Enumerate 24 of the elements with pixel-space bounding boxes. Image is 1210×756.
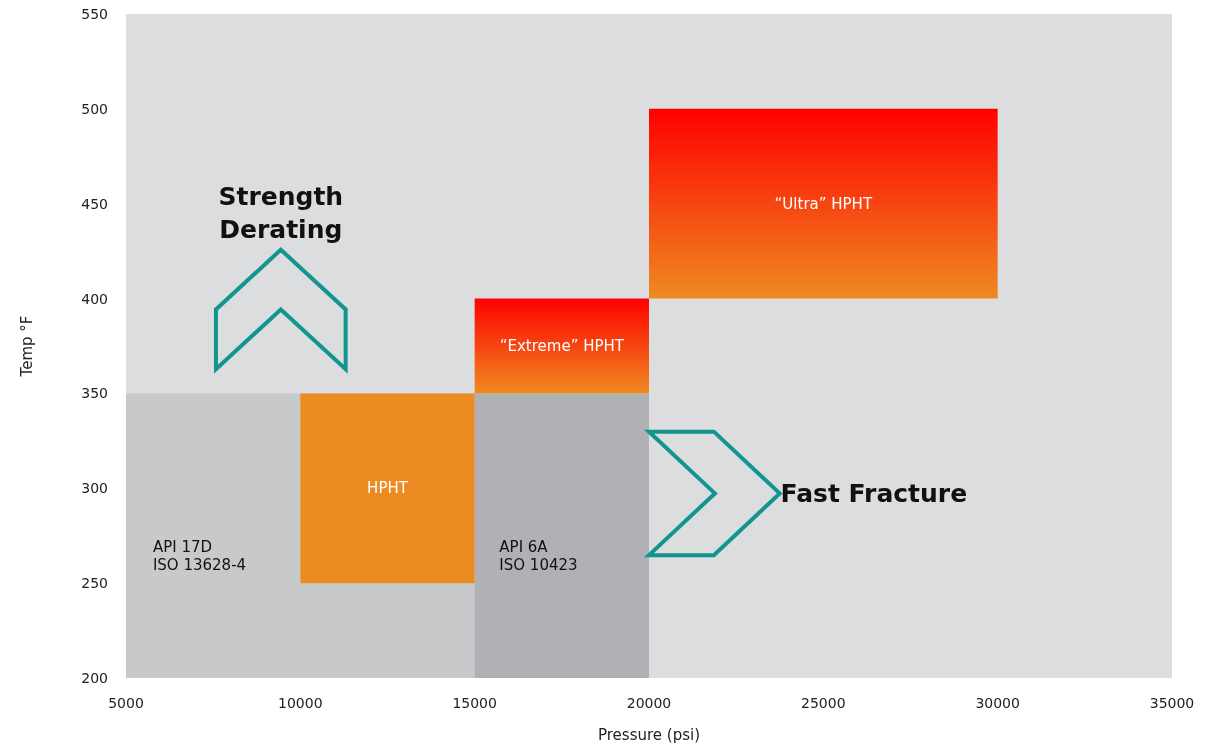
y-tick-label: 550 bbox=[81, 6, 108, 22]
x-axis-title: Pressure (psi) bbox=[597, 726, 701, 744]
x-tick-label: 10000 bbox=[278, 695, 323, 711]
annotation: Strength Derating bbox=[218, 182, 344, 245]
annotation: Fast Fracture bbox=[780, 479, 968, 509]
y-tick-label: 300 bbox=[81, 480, 108, 497]
series-label: HPHT bbox=[367, 479, 409, 498]
y-tick-label: 400 bbox=[81, 290, 108, 307]
y-tick-label: 450 bbox=[81, 195, 108, 212]
x-tick-label: 25000 bbox=[801, 695, 846, 711]
x-tick-label: 5000 bbox=[108, 695, 144, 711]
y-axis-title: Temp °F bbox=[18, 315, 36, 378]
series-label: API 6A ISO 10423 bbox=[499, 537, 578, 574]
series-label: “Extreme” HPHT bbox=[499, 337, 625, 355]
y-tick-label: 500 bbox=[81, 100, 108, 117]
x-tick-label: 35000 bbox=[1149, 695, 1195, 711]
series-label: “Ultra” HPHT bbox=[774, 194, 873, 213]
x-tick-label: 30000 bbox=[975, 695, 1020, 711]
series-label: API 17D ISO 13628-4 bbox=[152, 537, 247, 574]
x-tick-label: 20000 bbox=[626, 695, 672, 711]
y-tick-label: 200 bbox=[81, 670, 108, 686]
y-tick-label: 250 bbox=[81, 575, 108, 592]
x-tick-label: 15000 bbox=[452, 695, 497, 711]
y-tick-label: 350 bbox=[81, 385, 108, 402]
